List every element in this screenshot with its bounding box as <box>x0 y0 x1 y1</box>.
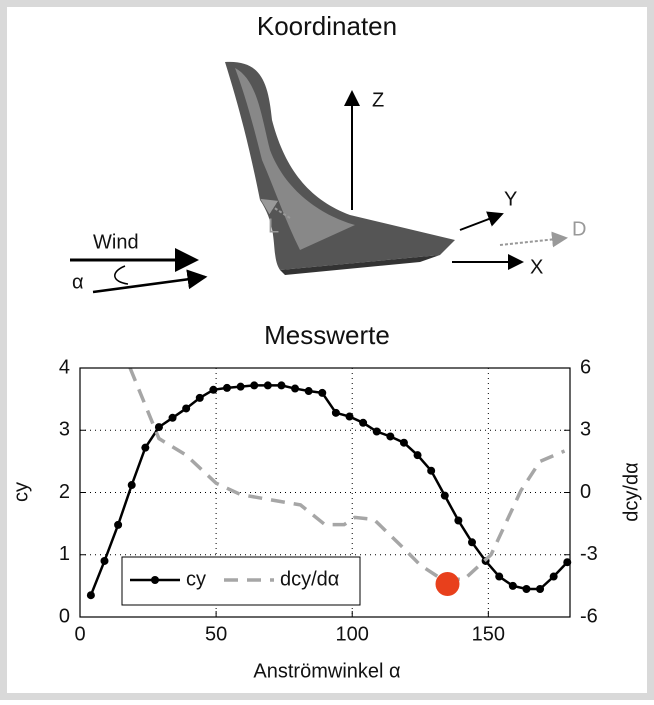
point <box>277 381 286 390</box>
point <box>468 538 476 547</box>
y-tick-label: 3 <box>59 419 70 441</box>
point <box>359 418 368 427</box>
legend-label: dcy/dα <box>280 568 339 590</box>
y-label: Y <box>504 188 517 210</box>
y2-tick-label: 0 <box>580 481 591 503</box>
alpha-label: α <box>72 271 84 293</box>
point <box>236 382 245 391</box>
point <box>100 556 109 565</box>
point <box>549 572 558 581</box>
x-tick-label: 0 <box>74 623 85 645</box>
point <box>127 481 136 490</box>
x-tick-label: 150 <box>472 623 505 645</box>
point <box>263 381 272 390</box>
highlight-point <box>435 572 460 597</box>
point <box>318 388 327 397</box>
point <box>508 581 517 590</box>
point <box>440 491 449 500</box>
point <box>223 383 231 392</box>
sail <box>225 61 455 275</box>
y2-tick-label: -3 <box>580 543 598 565</box>
point <box>399 438 408 447</box>
series-line <box>128 367 566 582</box>
z-label: Z <box>372 89 384 111</box>
wind-label: Wind <box>93 231 139 253</box>
point <box>454 516 463 525</box>
point <box>413 451 422 460</box>
point <box>345 412 354 421</box>
point <box>250 381 259 390</box>
x-axis-label: Anströmwinkel α <box>253 660 400 682</box>
legend-label: cy <box>186 568 206 590</box>
point <box>182 404 191 413</box>
flow-arrow <box>92 269 208 294</box>
point <box>495 572 504 581</box>
y2-tick-label: -6 <box>580 605 598 627</box>
point <box>563 558 572 567</box>
legend-marker <box>151 576 159 584</box>
y2-axis-label: dcy/dα <box>620 462 642 521</box>
plot-border <box>79 367 571 618</box>
point <box>304 387 313 396</box>
y-axis-label: cy <box>10 482 32 502</box>
y-arrow <box>459 211 504 231</box>
point <box>86 591 95 600</box>
point <box>209 385 218 394</box>
point <box>427 466 436 475</box>
chart-title: Messwerte <box>264 320 390 350</box>
point <box>522 584 531 593</box>
x-tick-label: 50 <box>205 623 227 645</box>
point <box>168 413 177 422</box>
point <box>141 443 150 452</box>
point <box>372 427 381 436</box>
y-tick-label: 4 <box>59 356 70 378</box>
point <box>331 408 340 417</box>
x-tick-label: 100 <box>336 623 369 645</box>
lift-arrow <box>260 198 291 219</box>
point <box>114 520 123 529</box>
drag-arrow <box>499 231 568 248</box>
y-tick-label: 0 <box>59 605 70 627</box>
point <box>536 584 545 593</box>
diagram-title: Koordinaten <box>257 11 397 41</box>
point <box>291 384 300 393</box>
lift-label: L <box>268 215 279 237</box>
alpha-arc <box>114 265 129 285</box>
y2-tick-label: 3 <box>580 419 591 441</box>
x-label: X <box>530 256 543 278</box>
point <box>154 423 163 432</box>
y-tick-label: 1 <box>59 543 70 565</box>
y-tick-label: 2 <box>59 481 70 503</box>
y2-tick-label: 6 <box>580 356 591 378</box>
point <box>195 393 204 402</box>
drag-label: D <box>572 218 586 240</box>
point <box>386 432 395 441</box>
